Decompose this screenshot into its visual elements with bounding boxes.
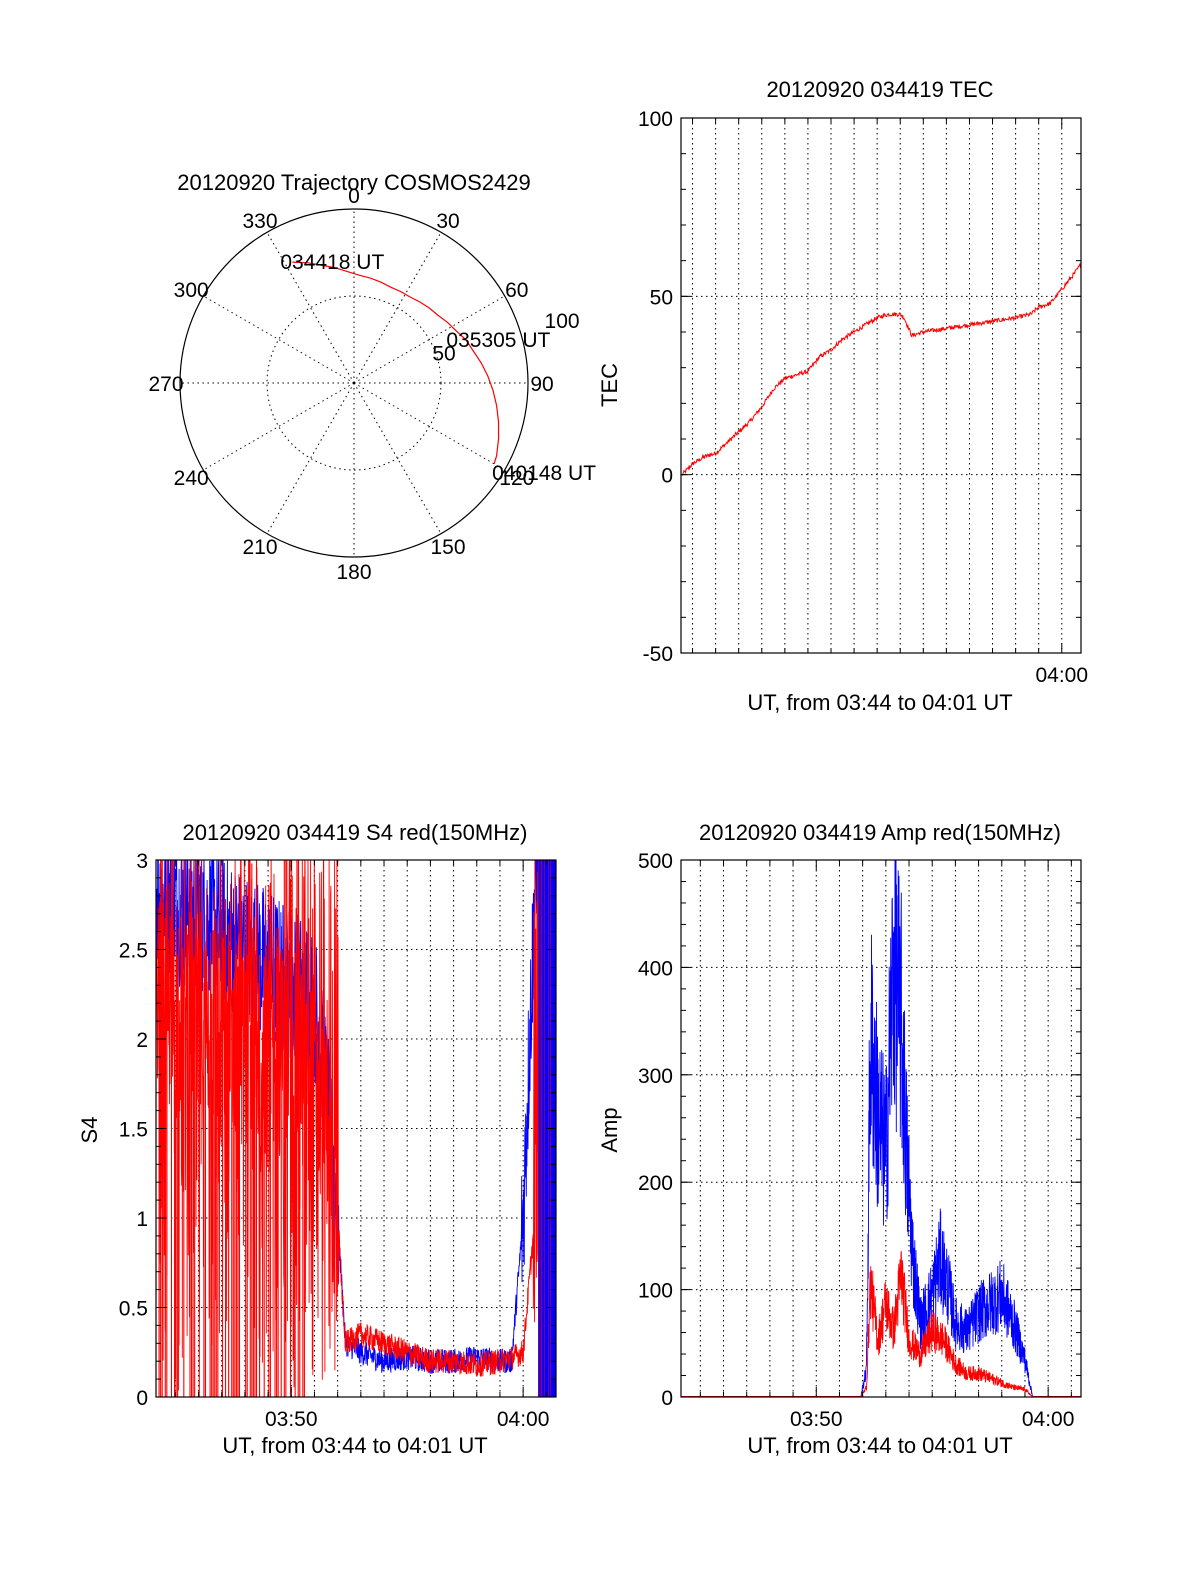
polar-ring-labels: 50 100 [432, 310, 579, 366]
y-tick-label: 2.5 [119, 940, 148, 963]
y-tick-label: 0 [661, 465, 673, 488]
polar-spoke-240 [203, 382, 355, 471]
s4-x-tick-labels: 03:50 04:00 [265, 1408, 549, 1431]
x-tick-label: 04:00 [497, 1408, 550, 1431]
angle-label-240: 240 [174, 467, 209, 490]
angle-label-180: 180 [336, 561, 371, 584]
s4-series [156, 860, 556, 1397]
angle-label-30: 30 [436, 210, 459, 233]
polar-ring-50 [266, 295, 442, 471]
y-tick-label: -50 [643, 643, 673, 666]
tec-tick-marks [681, 117, 1081, 654]
angle-label-90: 90 [530, 373, 553, 396]
tec-y-tick-labels: -50 0 50 100 [638, 108, 673, 666]
y-tick-label: 0 [136, 1387, 148, 1410]
y-tick-label: 0.5 [119, 1298, 148, 1321]
y-tick-label: 100 [638, 108, 673, 131]
ring-label-100: 100 [545, 310, 580, 333]
tec-y-axis-label: TEC [597, 363, 622, 407]
angle-label-210: 210 [242, 536, 277, 559]
polar-spoke-30 [353, 232, 442, 384]
polar-outer-circle [179, 208, 529, 558]
polar-spoke-120 [353, 382, 505, 471]
p2-series-red [681, 262, 1081, 477]
s4-tick-marks [156, 859, 556, 1398]
y-tick-label: 200 [638, 1172, 673, 1195]
annotation-2: 040148 UT [492, 462, 596, 485]
tec-title: 20120920 034419 TEC [766, 77, 993, 102]
trajectory-panel: 20120920 Trajectory COSMOS2429 0 30 60 90 12… [148, 170, 596, 584]
angle-label-150: 150 [430, 536, 465, 559]
s4-x-axis-label: UT, from 03:44 to 04:01 UT [222, 1433, 487, 1458]
y-tick-label: 300 [638, 1065, 673, 1088]
trajectory-line [292, 261, 500, 465]
s4-y-tick-labels: 0 0.5 1 1.5 2 2.5 3 [119, 850, 148, 1410]
y-tick-label: 400 [638, 957, 673, 980]
angle-label-120: 120 [499, 467, 534, 490]
y-tick-label: 2 [136, 1029, 148, 1052]
amp-panel: 20120920 034419 Amp red(150MHz) 0 100 200 3… [597, 820, 1082, 1458]
tec-grid [681, 117, 1081, 654]
amp-series [681, 860, 1081, 1397]
amp-plot-frame [680, 859, 1082, 1398]
y-tick-label: 50 [650, 286, 673, 309]
polar-spoke-150 [353, 382, 442, 534]
x-tick-label: 03:50 [265, 1408, 318, 1431]
polar-spoke-330 [266, 232, 355, 384]
amp-y-axis-label: Amp [597, 1107, 622, 1152]
amp-y-tick-labels: 0 100 200 300 400 500 [638, 850, 673, 1410]
x-tick-label: 03:50 [790, 1408, 843, 1431]
y-tick-label: 100 [638, 1280, 673, 1303]
y-tick-label: 1 [136, 1208, 148, 1231]
y-tick-label: 1.5 [119, 1119, 148, 1142]
annotation-1: 035305 UT [446, 329, 550, 352]
angle-label-270: 270 [148, 373, 183, 396]
angle-label-60: 60 [505, 279, 528, 302]
polar-grid [180, 209, 528, 557]
trajectory-annotations: 034418 UT 035305 UT 040148 UT [280, 251, 596, 485]
trajectory-title: 20120920 Trajectory COSMOS2429 [177, 170, 530, 195]
annotation-0: 034418 UT [280, 251, 384, 274]
tec-x-axis-label: UT, from 03:44 to 04:01 UT [747, 690, 1012, 715]
polar-spoke-60 [353, 295, 505, 384]
s4-y-axis-label: S4 [77, 1117, 102, 1144]
tec-series [681, 262, 1081, 477]
ring-label-50: 50 [432, 342, 455, 365]
angle-label-330: 330 [242, 210, 277, 233]
x-tick-label: 04:00 [1022, 1408, 1075, 1431]
tec-panel: 20120920 034419 TEC -50 0 50 100 04:00 UT, … [597, 77, 1088, 715]
angle-label-0: 0 [348, 185, 360, 208]
y-tick-label: 0 [661, 1387, 673, 1410]
polar-angle-labels: 0 30 60 90 120 150 180 210 240 270 300 330 [148, 185, 553, 584]
angle-label-300: 300 [174, 279, 209, 302]
tec-plot-frame [680, 117, 1082, 654]
y-tick-label: 500 [638, 850, 673, 873]
trajectory-series [292, 261, 500, 465]
y-tick-label: 3 [136, 850, 148, 873]
amp-x-tick-labels: 03:50 04:00 [790, 1408, 1074, 1431]
s4-red-spikes [158, 860, 305, 1397]
polar-spoke-300 [203, 295, 355, 384]
s4-panel: 20120920 034419 S4 red(150MHz) 0 0.5 1 1.5 2… [77, 820, 557, 1458]
amp-title: 20120920 034419 Amp red(150MHz) [699, 820, 1061, 845]
x-tick-label: 04:00 [1035, 664, 1088, 687]
p4-series-red [681, 1251, 1081, 1397]
amp-x-axis-label: UT, from 03:44 to 04:01 UT [747, 1433, 1012, 1458]
amp-tick-marks [681, 859, 1081, 1398]
polar-spoke-210 [266, 382, 355, 534]
p4-series-blue [681, 860, 1081, 1397]
tec-x-tick-labels: 04:00 [1035, 664, 1088, 687]
s4-title: 20120920 034419 S4 red(150MHz) [183, 820, 528, 845]
